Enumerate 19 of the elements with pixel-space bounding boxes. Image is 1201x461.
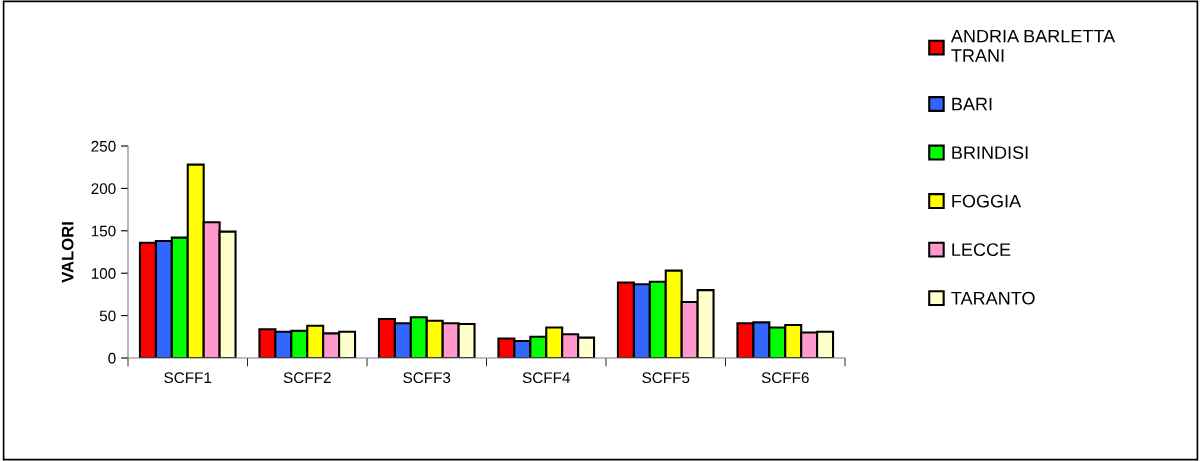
legend-label: BARI xyxy=(952,97,992,111)
y-axis-title: VALORI xyxy=(61,222,74,283)
x-tick-label: SCFF2 xyxy=(283,372,331,384)
x-tick-label: SCFF3 xyxy=(403,372,451,384)
x-tick-label: SCFF5 xyxy=(642,372,690,384)
x-tick-label: SCFF4 xyxy=(522,372,570,384)
x-tick-label: SCFF6 xyxy=(761,372,809,384)
legend-label: BRINDISI xyxy=(952,146,1028,159)
legend-label: ANDRIA BARLETTA TRANI xyxy=(950,29,1116,62)
y-tick-label: 100 xyxy=(91,268,116,279)
y-tick-label: 200 xyxy=(91,183,116,195)
y-tick-label: 50 xyxy=(99,310,116,322)
legend-label: FOGGIA xyxy=(952,194,1022,208)
y-tick-label: 0 xyxy=(108,352,116,364)
x-tick-label: SCFF1 xyxy=(164,372,212,384)
legend-label: LECCE xyxy=(952,243,1011,257)
y-tick-label: 250 xyxy=(91,140,116,152)
y-tick-label: 150 xyxy=(91,225,116,237)
legend-label: TARANTO xyxy=(951,291,1035,305)
